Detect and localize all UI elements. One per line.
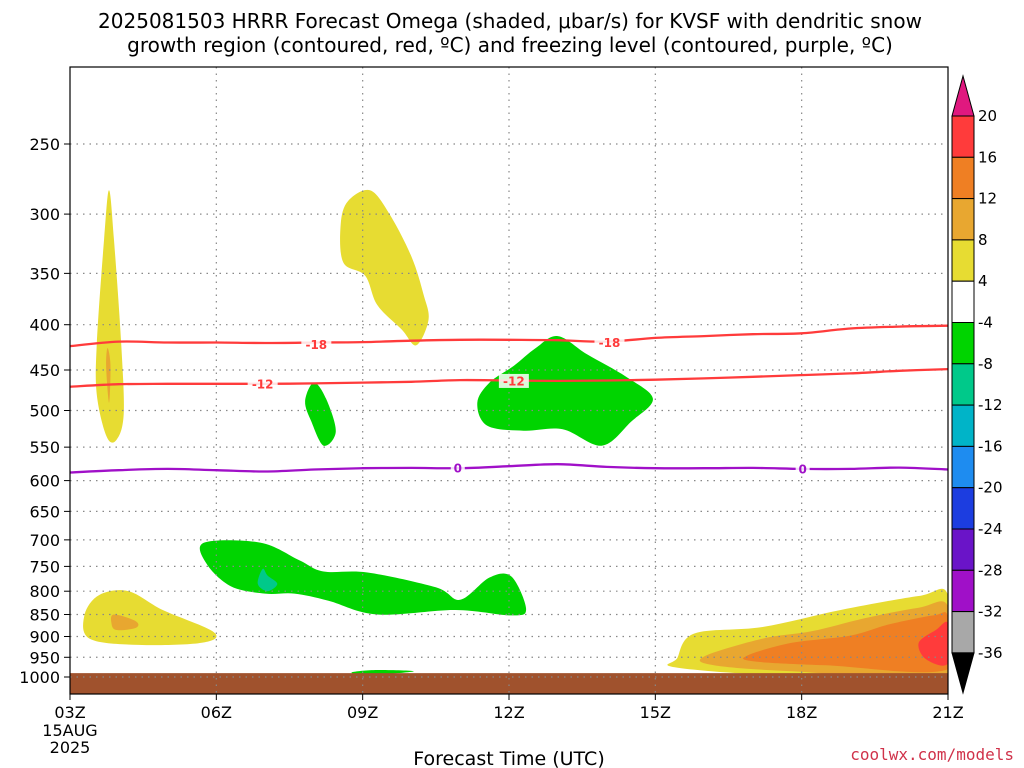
colorbar-label: -32 [978,603,1003,621]
chart-title: 2025081503 HRRR Forecast Omega (shaded, … [98,9,922,57]
x-tick-label: 09Z [347,703,378,722]
colorbar-label: -16 [978,437,1003,455]
colorbar-label: -36 [978,644,1003,662]
omega-region [83,590,217,646]
y-tick-label: 550 [29,438,60,457]
contour-label-bg [450,461,465,476]
x-tick-label: 12Z [493,703,524,722]
y-axis: 250 300 350 400 450 500 550 600 650 700 750 800 850 9… [19,135,70,687]
omega-region [199,540,527,616]
title-line-1: 2025081503 HRRR Forecast Omega (shaded, … [98,9,922,33]
y-tick-label: 600 [29,472,60,491]
colorbar-bottom-arrow [951,652,975,695]
contour-label: 0 [798,462,806,476]
y-tick-label: 850 [29,606,60,625]
colorbar-segment [951,156,975,200]
terrain-fill [70,673,948,694]
y-tick-label: 900 [29,627,60,646]
colorbar-segment [951,198,975,241]
omega-shading [83,189,948,683]
contour-label: -18 [599,336,621,350]
colorbar-segment [951,322,975,365]
omega-region [305,382,336,446]
colorbar-segment [951,280,975,324]
colorbar-label: 8 [978,231,988,249]
omega-region [95,190,124,443]
terrain-block [70,673,948,694]
colorbar-label: -20 [978,479,1003,497]
contour-label-bg [301,337,332,352]
y-tick-label: 700 [29,531,60,550]
omega-region [110,614,139,631]
contour-label: -18 [305,338,327,352]
y-tick-label: 250 [29,135,60,154]
contour-label-bg [795,461,810,476]
contour-label: -12 [252,378,274,392]
x-tick-label: 18Z [786,703,817,722]
y-tick-label: 400 [29,316,60,335]
y-tick-label: 800 [29,582,60,601]
colorbar-label: -28 [978,561,1003,579]
credit-text: coolwx.com/models [850,745,1014,764]
x-tick-sublabel: 2025 [50,738,91,757]
y-tick-label: 350 [29,264,60,283]
colorbar-label: 16 [978,148,997,166]
title-line-2: growth region (contoured, red, ºC) and f… [127,33,893,57]
contour-label-bg [247,377,278,392]
y-tick-label: 1000 [19,668,60,687]
colorbar-segment [951,363,975,406]
colorbar: 20 16 12 8 4 -4 -8 -12 -16 -20 -24 -28 -32 -36 [951,74,1003,695]
x-tick-label: 21Z [932,703,963,722]
y-tick-label: 450 [29,361,60,380]
colorbar-segment [951,115,975,158]
omega-region [918,621,948,666]
omega-region [340,189,429,346]
omega-region [477,335,653,446]
omega-region [106,348,111,403]
y-tick-label: 950 [29,648,60,667]
colorbar-label: 20 [978,107,997,125]
colorbar-label: -12 [978,396,1003,414]
colorbar-segment [951,404,975,447]
x-axis-title: Forecast Time (UTC) [413,748,604,768]
temperature-contours: -18 -18 -12 -12 0 0 [70,324,948,476]
contour-label-bg [498,373,529,388]
contour-label: -12 [503,374,525,388]
x-tick-label: 15Z [640,703,671,722]
colorbar-segment [951,445,975,489]
colorbar-label: 12 [978,190,997,208]
colorbar-segment [951,239,975,282]
colorbar-top-arrow [951,74,975,117]
plot-area: -18 -18 -12 -12 0 0 [69,66,949,695]
colorbar-segment [951,487,975,530]
contour-label: 0 [454,462,462,476]
omega-region [257,568,278,592]
contour-line [70,324,948,348]
y-tick-label: 500 [29,402,60,421]
y-tick-label: 300 [29,205,60,224]
colorbar-segment [951,569,975,613]
colorbar-label: -24 [978,520,1003,538]
x-tick-label: 03Z [54,703,85,722]
colorbar-segment [951,611,975,654]
y-tick-label: 750 [29,557,60,576]
contour-label-bg [594,335,625,350]
colorbar-label: 4 [978,272,988,290]
colorbar-segment [951,528,975,571]
x-tick-label: 06Z [201,703,232,722]
y-tick-label: 650 [29,502,60,521]
colorbar-label: -4 [978,314,993,332]
x-tick-sublabel: 15AUG [42,721,97,740]
colorbar-label: -8 [978,355,993,373]
